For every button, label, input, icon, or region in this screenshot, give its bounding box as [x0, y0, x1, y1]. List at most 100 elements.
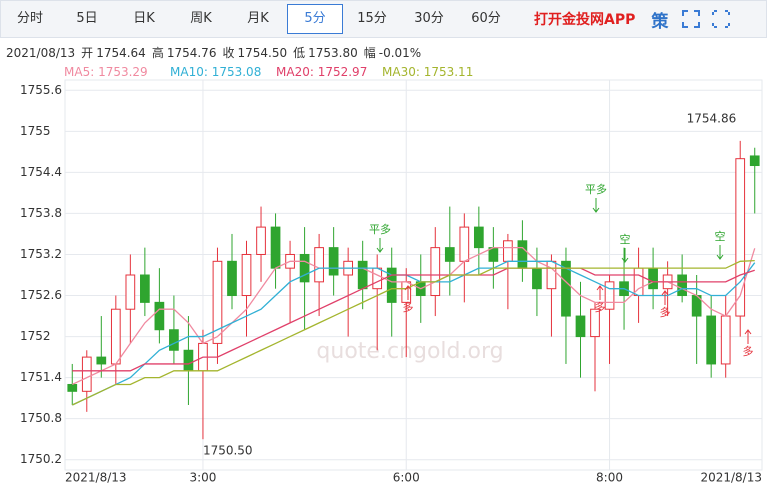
signal-label: 平多 [369, 222, 391, 236]
signal-arrow [404, 285, 412, 300]
candle-body [677, 274, 687, 297]
candle-body [256, 226, 266, 255]
tab[interactable]: 60分 [471, 11, 501, 26]
fullscreen-icon[interactable] [682, 10, 701, 28]
candle-body [241, 253, 252, 297]
legend-name: MA30 [382, 65, 416, 79]
strategy-icon[interactable]: 策 [651, 11, 669, 32]
legend-entry: MA20: 1752.97 [276, 65, 367, 79]
signal-label: 多 [403, 300, 414, 314]
legend-name: MA20 [276, 65, 310, 79]
y-tick-label: 1752 [20, 329, 51, 343]
candle-body [96, 356, 107, 365]
x-tick-label: 2021/8/13 [700, 471, 762, 484]
x-tick-label: 6:00 [393, 471, 420, 484]
candle-body [459, 226, 470, 262]
signal-label: 平多 [585, 182, 607, 196]
legend-entry: MA30: 1753.11 [382, 65, 473, 79]
tab[interactable]: 5日 [76, 11, 98, 26]
legend-value: 1752.97 [318, 65, 368, 79]
signal-label: 空 [620, 232, 631, 246]
signal-label: 多 [595, 300, 606, 314]
candle-body [430, 247, 441, 297]
signal-arrow [596, 285, 604, 300]
ma-line [71, 259, 755, 406]
tab[interactable]: 分时 [16, 11, 43, 26]
info-date: 2021/08/13 [6, 46, 75, 60]
signal-arrow [716, 245, 724, 260]
app-link[interactable]: 打开金投网APP [534, 12, 636, 28]
candle-body [749, 155, 760, 167]
min-label: 1750.50 [203, 444, 253, 458]
tab[interactable]: 月K [247, 11, 269, 26]
y-tick-label: 1755.6 [20, 83, 62, 97]
tab[interactable]: 15分 [357, 11, 387, 26]
signal-arrow [376, 238, 384, 253]
legend-sep: : [204, 65, 212, 79]
candle-body [299, 253, 310, 283]
legend-name: MA5 [64, 65, 90, 79]
candle-body [270, 226, 281, 269]
candle-body [648, 267, 658, 290]
legend-entry: MA10: 1753.08 [170, 65, 261, 79]
candle-body [67, 383, 78, 392]
candle-body [81, 356, 92, 392]
candle-body [140, 274, 150, 303]
candle-body [706, 315, 717, 365]
tab[interactable]: 周K [190, 11, 212, 26]
candle-body [212, 260, 223, 344]
candle-body [720, 315, 731, 365]
legend-sep: : [90, 65, 98, 79]
candle-body [154, 301, 165, 331]
candle-body [575, 315, 586, 338]
legend-name: MA10 [170, 65, 204, 79]
candle-body [401, 281, 412, 303]
info-label: 高 [152, 45, 164, 60]
signal-label: 多 [743, 344, 754, 358]
legend-sep: : [416, 65, 424, 79]
info-line: 2021/08/13 开 1754.64 高 1754.76 收 1754.50 低 1753.… [6, 45, 421, 60]
candle-body [604, 281, 615, 310]
legend-value: 1753.11 [424, 65, 474, 79]
candle-body [735, 158, 746, 317]
y-tick-label: 1753.8 [20, 206, 62, 220]
candle-body [372, 267, 383, 290]
tab[interactable]: 日K [133, 11, 155, 26]
y-tick-label: 1751.4 [20, 370, 62, 384]
info-label: 低 [293, 46, 305, 60]
candle-body [590, 308, 600, 338]
candle-body [386, 267, 397, 303]
max-label: 1754.86 [687, 111, 737, 125]
candle-body [503, 240, 513, 262]
toolbar-icons [682, 10, 731, 28]
ma-line [72, 267, 755, 372]
candle-body [473, 226, 484, 249]
x-tick-label: 8:00 [596, 471, 623, 484]
info-label: 幅 [364, 45, 376, 60]
plot-frame [64, 79, 763, 471]
info-label: 收 [222, 46, 234, 60]
info-value: 1754.50 [237, 46, 287, 60]
ma-line [71, 260, 756, 406]
y-tick-label: 1750.8 [20, 411, 62, 425]
y-tick-label: 1754.4 [20, 165, 62, 179]
signal-label: 多 [660, 305, 671, 319]
y-tick-label: 1753.2 [20, 247, 62, 261]
y-tick-label: 1752.6 [20, 288, 62, 302]
signal-arrow [592, 198, 600, 213]
info-value: 1753.80 [308, 46, 358, 60]
signal-arrow [661, 290, 669, 305]
tab[interactable]: 5分 [287, 4, 343, 34]
toolbar: 分时 5日 日K 周K 月K 5分 15分 30分 60分 打开金投网APP 策 [0, 0, 767, 38]
x-tick-label: 3:00 [189, 471, 216, 484]
signal-arrow [621, 248, 629, 263]
candle-body [517, 240, 528, 269]
candle-body [125, 274, 136, 310]
signal-arrow [744, 329, 752, 344]
candle-body [328, 247, 339, 276]
tab[interactable]: 30分 [414, 11, 444, 26]
info-value: 1754.64 [96, 46, 146, 60]
candle-body [532, 267, 542, 290]
